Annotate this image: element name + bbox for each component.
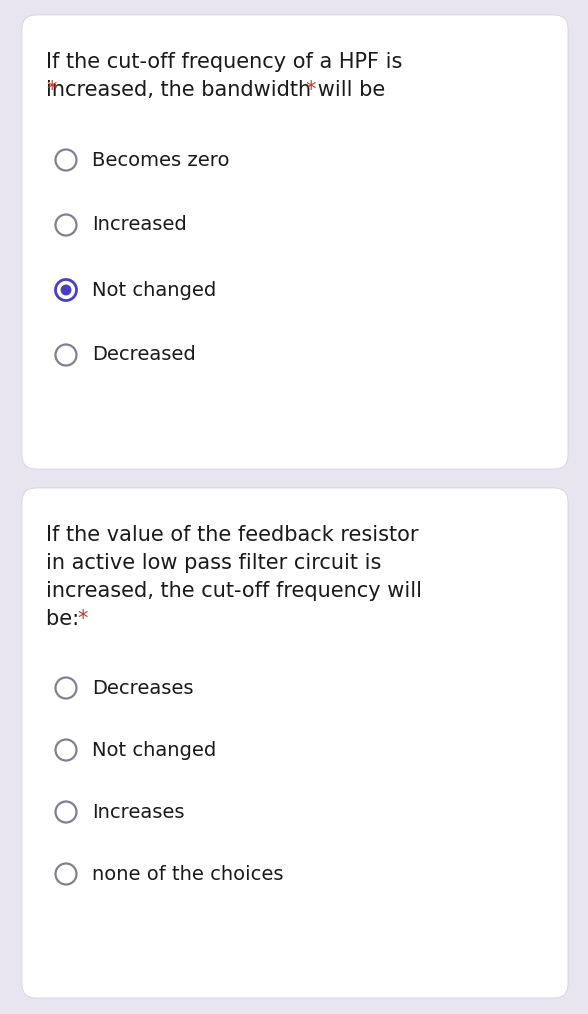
Text: *: * bbox=[305, 80, 315, 100]
Circle shape bbox=[55, 215, 76, 235]
Circle shape bbox=[55, 801, 76, 822]
Text: Increased: Increased bbox=[92, 216, 187, 234]
Text: Becomes zero: Becomes zero bbox=[92, 150, 229, 169]
Circle shape bbox=[55, 864, 76, 884]
Text: If the cut-off frequency of a HPF is: If the cut-off frequency of a HPF is bbox=[46, 52, 402, 72]
Text: *: * bbox=[46, 80, 56, 100]
FancyBboxPatch shape bbox=[22, 488, 568, 998]
Circle shape bbox=[55, 280, 76, 300]
Text: increased, the cut-off frequency will: increased, the cut-off frequency will bbox=[46, 581, 422, 601]
FancyBboxPatch shape bbox=[22, 15, 568, 469]
Text: Decreases: Decreases bbox=[92, 678, 193, 698]
Circle shape bbox=[55, 739, 76, 760]
Text: increased, the bandwidth will be: increased, the bandwidth will be bbox=[46, 80, 392, 100]
Text: be:: be: bbox=[46, 609, 86, 629]
Text: If the value of the feedback resistor: If the value of the feedback resistor bbox=[46, 525, 419, 545]
Text: Decreased: Decreased bbox=[92, 346, 196, 364]
Text: Increases: Increases bbox=[92, 802, 185, 821]
Text: none of the choices: none of the choices bbox=[92, 865, 283, 883]
Circle shape bbox=[61, 285, 72, 295]
Circle shape bbox=[55, 345, 76, 365]
Circle shape bbox=[55, 149, 76, 170]
Text: in active low pass filter circuit is: in active low pass filter circuit is bbox=[46, 553, 382, 573]
Circle shape bbox=[55, 677, 76, 699]
Text: Not changed: Not changed bbox=[92, 281, 216, 299]
Text: Not changed: Not changed bbox=[92, 740, 216, 759]
Text: *: * bbox=[78, 609, 88, 629]
